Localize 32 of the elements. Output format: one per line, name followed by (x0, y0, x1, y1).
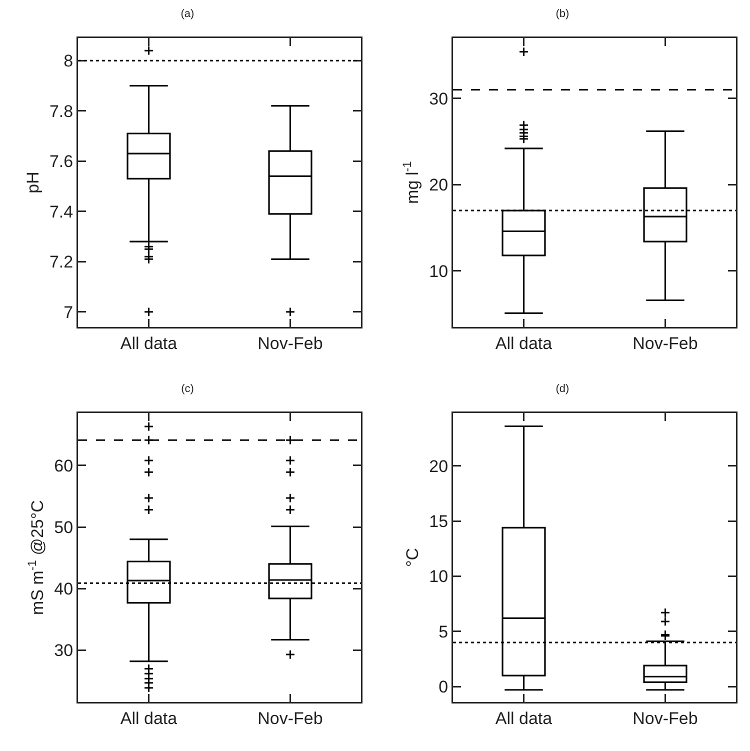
chart-title: (b) (556, 8, 570, 20)
y-tick-label: 15 (429, 512, 448, 532)
y-tick-label: 0 (438, 678, 448, 697)
x-tick-label: All data (495, 334, 553, 353)
chart-title: (c) (181, 383, 194, 396)
x-tick-label: Nov-Feb (258, 334, 323, 353)
x-tick-label: All data (120, 334, 178, 353)
y-tick-label: 7 (64, 302, 74, 322)
y-axis-title: °C (402, 548, 422, 568)
y-tick-label: 7.8 (49, 102, 74, 121)
x-tick-label: Nov-Feb (258, 708, 323, 728)
y-tick-label: 50 (54, 518, 74, 537)
y-tick-label: 20 (429, 176, 448, 195)
y-tick-label: 5 (438, 622, 448, 642)
x-tick-label: Nov-Feb (632, 334, 698, 353)
y-tick-label: 10 (429, 567, 448, 586)
y-tick-label: 20 (429, 456, 448, 476)
y-tick-label: 60 (54, 456, 74, 476)
y-tick-label: 8 (64, 52, 74, 71)
x-tick-label: All data (120, 708, 178, 728)
y-tick-label: 7.2 (49, 252, 74, 272)
y-tick-label: 40 (54, 580, 74, 599)
y-tick-label: 30 (54, 641, 74, 660)
chart-title: (d) (556, 383, 570, 396)
y-axis-title: pH (23, 172, 42, 194)
y-tick-label: 7.4 (49, 202, 74, 222)
y-tick-label: 7.6 (49, 152, 74, 172)
chart-title: (a) (180, 8, 194, 20)
x-tick-label: Nov-Feb (632, 708, 698, 728)
x-tick-label: All data (495, 708, 553, 728)
y-tick-label: 30 (429, 89, 448, 108)
y-tick-label: 10 (429, 262, 448, 281)
